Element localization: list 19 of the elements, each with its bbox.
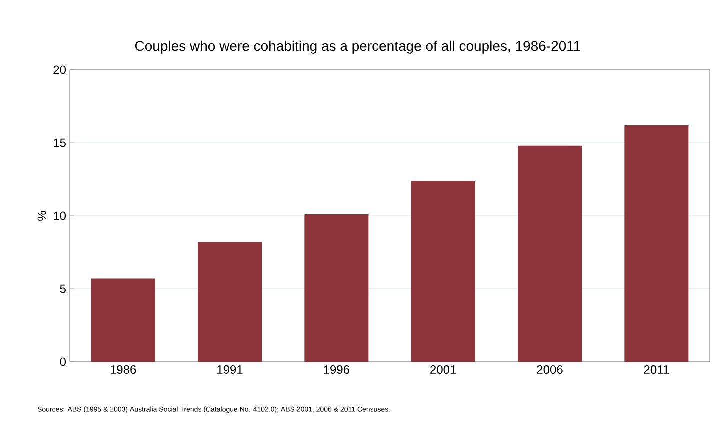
x-tick-label: 2001 [430,366,456,374]
y-tick-label: 10 [54,212,66,220]
bar [198,242,262,362]
bar [624,125,689,362]
bar [304,214,369,362]
x-tick-label: 1996 [324,366,350,374]
chart-title: Couples who were cohabiting as a percentage of all couples, 1986-2011 [135,40,580,54]
bar [518,146,582,362]
y-tick-label: 0 [60,358,66,366]
bar [91,278,156,362]
bar [411,180,476,362]
y-axis-title: % [38,211,46,221]
x-tick-label: 1991 [218,366,243,374]
x-tick-label: 2006 [537,366,563,374]
y-tick-label: 5 [60,284,66,294]
x-tick-label: 2011 [644,366,669,374]
y-tick-label: 15 [54,138,66,148]
x-tick-label: 1986 [110,366,136,374]
y-tick-label: 20 [54,66,66,74]
